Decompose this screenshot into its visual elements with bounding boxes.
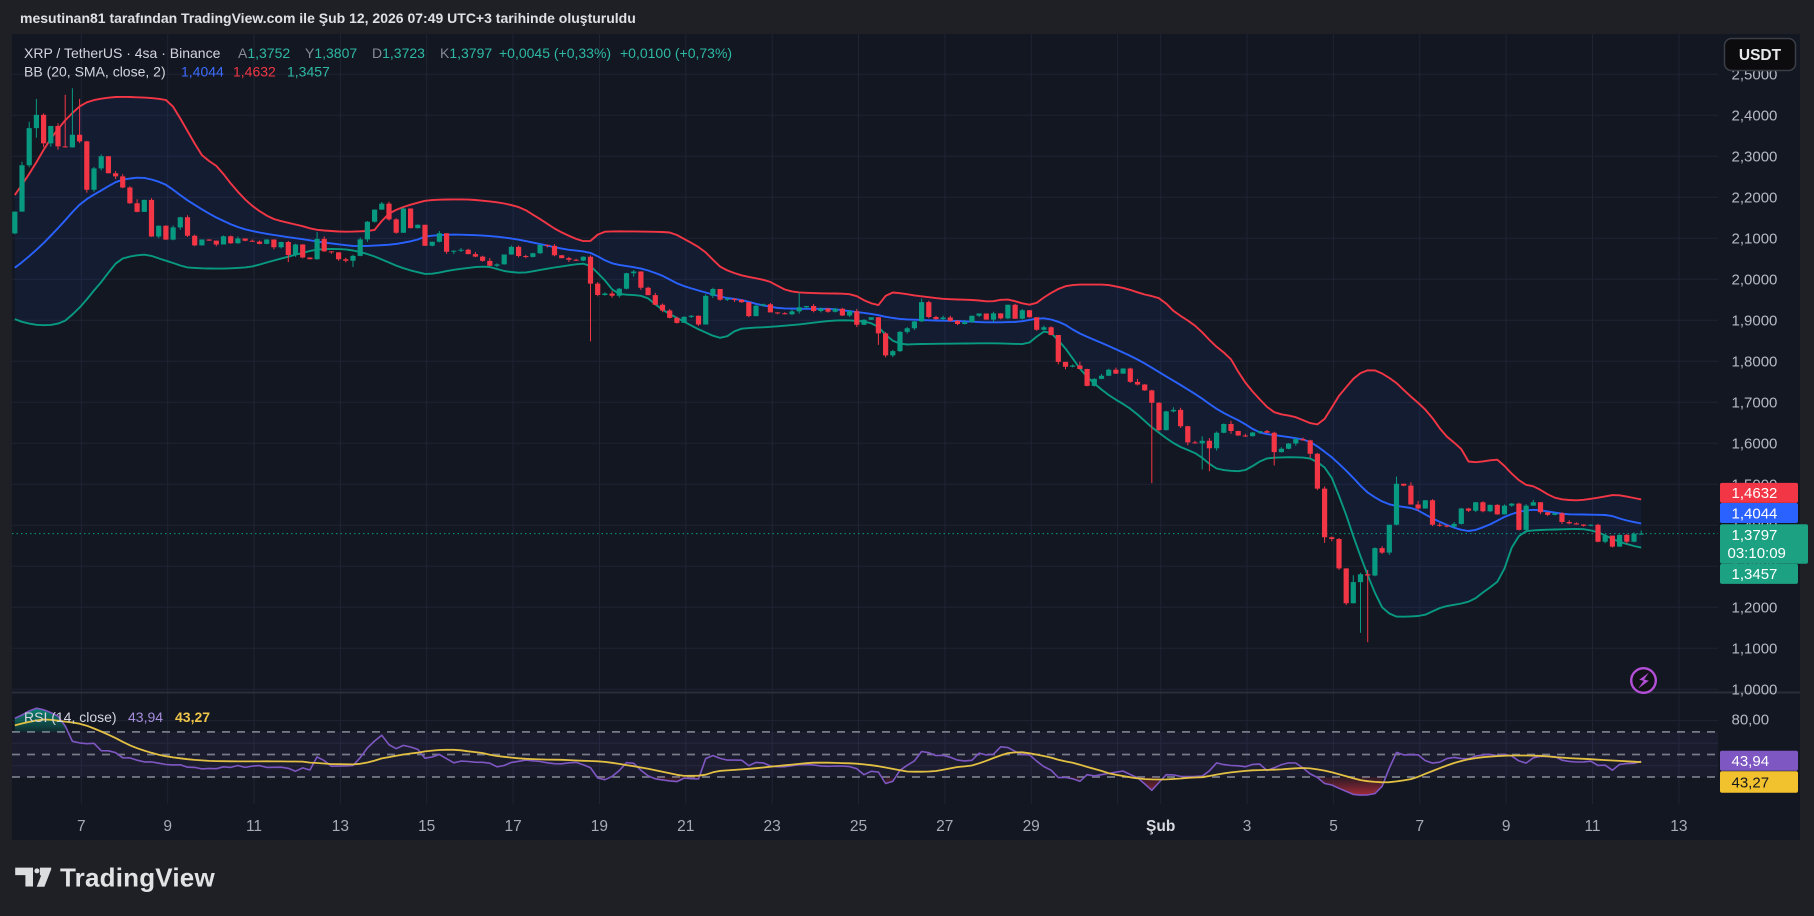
svg-text:USDT: USDT — [1739, 47, 1782, 64]
svg-text:Şub: Şub — [1146, 818, 1175, 835]
svg-text:15: 15 — [418, 818, 435, 835]
svg-text:9: 9 — [163, 818, 172, 835]
svg-text:2,2000: 2,2000 — [1732, 190, 1778, 207]
svg-text:11: 11 — [1584, 818, 1600, 835]
svg-text:2,0000: 2,0000 — [1732, 272, 1778, 289]
svg-text:27: 27 — [936, 818, 953, 835]
svg-text:1,3797: 1,3797 — [1732, 527, 1778, 544]
svg-text:43,94: 43,94 — [1732, 753, 1770, 770]
svg-text:1,1000: 1,1000 — [1732, 641, 1778, 658]
svg-text:9: 9 — [1502, 818, 1511, 835]
svg-text:3: 3 — [1243, 818, 1252, 835]
svg-text:13: 13 — [332, 818, 349, 835]
svg-text:1,7000: 1,7000 — [1732, 395, 1778, 412]
svg-text:TradingView: TradingView — [60, 863, 215, 893]
svg-text:2,1000: 2,1000 — [1732, 231, 1778, 248]
svg-text:1,3457: 1,3457 — [1732, 566, 1778, 583]
svg-text:21: 21 — [677, 818, 694, 835]
svg-text:19: 19 — [591, 818, 608, 835]
svg-text:29: 29 — [1023, 818, 1040, 835]
svg-text:7: 7 — [77, 818, 86, 835]
svg-text:1,8000: 1,8000 — [1732, 354, 1778, 371]
svg-text:80,00: 80,00 — [1732, 712, 1770, 729]
svg-text:25: 25 — [850, 818, 867, 835]
svg-text:13: 13 — [1670, 818, 1687, 835]
svg-text:2,4000: 2,4000 — [1732, 108, 1778, 125]
svg-text:23: 23 — [763, 818, 780, 835]
svg-text:03:10:09: 03:10:09 — [1728, 545, 1786, 562]
svg-text:1,6000: 1,6000 — [1732, 436, 1778, 453]
svg-text:1,4044: 1,4044 — [1732, 505, 1778, 522]
svg-text:1,9000: 1,9000 — [1732, 313, 1778, 330]
svg-text:11: 11 — [246, 818, 262, 835]
svg-text:1,4632: 1,4632 — [1732, 485, 1778, 502]
svg-text:7: 7 — [1415, 818, 1424, 835]
svg-text:5: 5 — [1329, 818, 1338, 835]
svg-text:1,0000: 1,0000 — [1732, 682, 1778, 699]
svg-text:43,27: 43,27 — [1732, 775, 1770, 792]
svg-text:2,3000: 2,3000 — [1732, 149, 1778, 166]
svg-text:XRP / TetherUS · 4sa · Binance: XRP / TetherUS · 4sa · Binance A1,3752 Y1,… — [24, 45, 732, 61]
svg-text:mesutinan81 tarafından Trading: mesutinan81 tarafından TradingView.com i… — [20, 10, 636, 26]
svg-text:17: 17 — [504, 818, 521, 835]
svg-text:1,2000: 1,2000 — [1732, 600, 1778, 617]
